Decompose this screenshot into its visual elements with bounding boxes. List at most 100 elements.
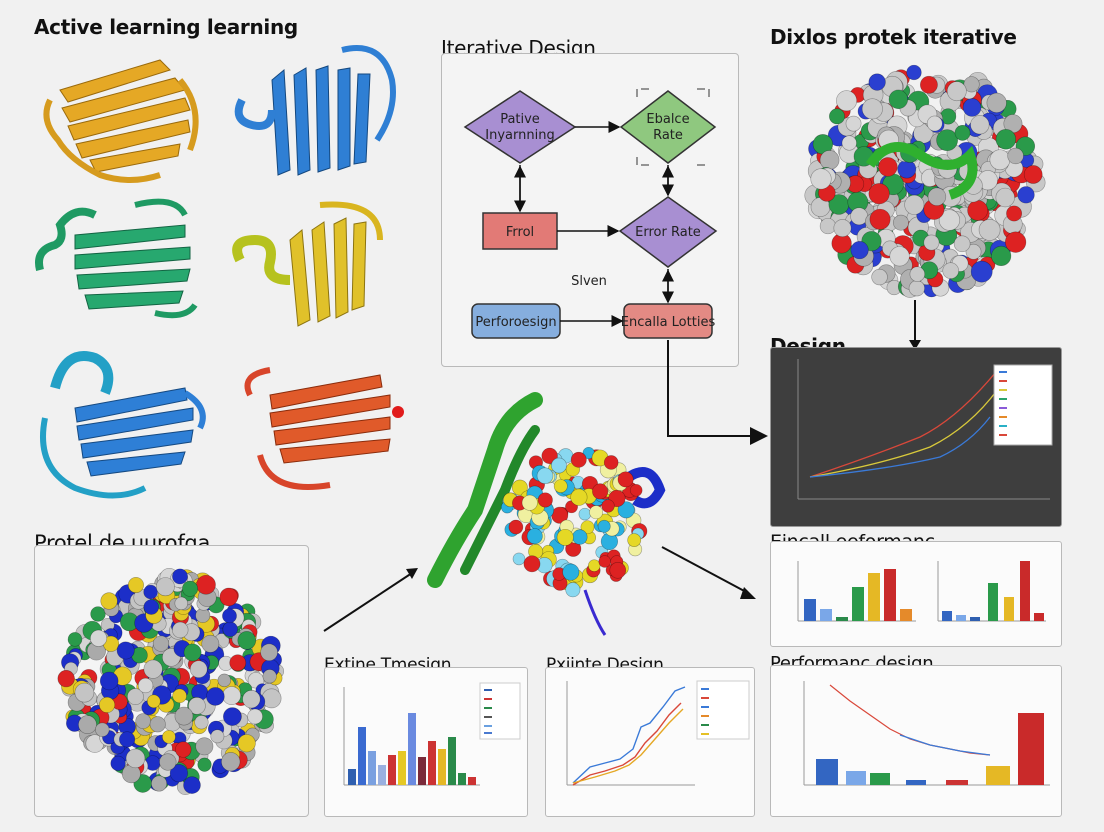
atom-sphere	[541, 447, 558, 465]
bar-mark	[820, 609, 832, 621]
atom-sphere	[221, 752, 241, 772]
flow-label-slven: Slven	[571, 274, 607, 289]
atom-sphere	[172, 568, 188, 585]
atom-sphere	[819, 217, 837, 235]
atom-sphere	[125, 748, 146, 769]
atom-sphere	[183, 776, 201, 794]
atom-sphere	[143, 659, 163, 679]
bar-mark	[378, 765, 386, 785]
helix-ribbon	[865, 142, 978, 200]
atom-sphere	[523, 555, 541, 573]
protein-ribbon-green-icon	[35, 198, 198, 319]
atom-sphere	[182, 580, 199, 597]
atom-sphere	[841, 135, 857, 151]
atom-sphere	[152, 635, 170, 652]
atom-sphere	[197, 757, 212, 772]
protein-ribbon-red-icon	[244, 367, 404, 490]
atom-sphere	[946, 81, 967, 102]
atom-sphere	[627, 533, 642, 547]
atom-sphere	[74, 682, 95, 703]
atom-sphere	[237, 734, 256, 753]
bar-mark	[348, 769, 356, 785]
atom-sphere	[810, 168, 832, 190]
flow-node-encalla-label: Encalla Lotties	[621, 315, 716, 330]
atom-sphere	[183, 643, 202, 662]
protein-ribbon-cyan-icon	[40, 351, 206, 499]
atom-sphere	[889, 246, 910, 267]
flow-node-ebalce	[619, 90, 717, 164]
atom-sphere	[188, 697, 206, 715]
atom-sphere	[201, 634, 220, 653]
atom-sphere	[143, 599, 159, 615]
flow-node-pative-line1: Pative	[500, 112, 540, 127]
atom-sphere	[1023, 165, 1043, 184]
atom-sphere	[963, 76, 980, 93]
bar-mark	[852, 587, 864, 621]
atom-sphere	[536, 467, 554, 484]
atom-sphere	[893, 214, 909, 231]
atom-sphere	[526, 528, 543, 545]
protein-ribbon-blue-icon	[234, 45, 396, 176]
atom-sphere	[970, 115, 990, 135]
atom-sphere	[989, 149, 1011, 171]
protein-ribbon-olive-icon	[232, 201, 383, 327]
atom-sphere	[553, 479, 568, 494]
flow-node-ebalce-line2: Rate	[653, 128, 683, 143]
atom-sphere	[521, 494, 538, 511]
atom-sphere	[162, 730, 176, 744]
flowchart: Pative Inyarnning Ebalce Rate Frrol Erro…	[463, 88, 718, 339]
atom-sphere	[90, 629, 108, 647]
atom-sphere	[57, 670, 75, 688]
bar-mark	[884, 569, 896, 621]
atom-sphere	[598, 555, 611, 568]
bar-mark	[438, 749, 446, 785]
atom-sphere	[247, 708, 263, 725]
atom-sphere	[603, 455, 619, 470]
atom-sphere	[845, 115, 862, 132]
atom-sphere	[175, 741, 192, 758]
atom-sphere	[861, 98, 883, 120]
atom-sphere	[194, 715, 209, 730]
atom-sphere	[116, 641, 135, 660]
flow-node-encalla	[623, 303, 713, 339]
atom-sphere	[565, 582, 581, 598]
protein-ribbon-yellow-icon	[43, 59, 199, 183]
atom-sphere	[511, 479, 528, 496]
atom-sphere	[617, 501, 635, 519]
atom-sphere	[508, 519, 524, 535]
atom-sphere	[819, 150, 840, 170]
arrow-down-icon	[909, 300, 921, 350]
bar-mark	[970, 617, 980, 621]
atom-sphere	[119, 731, 136, 748]
atom-sphere	[223, 707, 242, 726]
atom-sphere	[908, 280, 925, 297]
atom-sphere	[155, 577, 175, 597]
atom-sphere	[127, 577, 144, 594]
flow-node-pative	[463, 90, 577, 164]
atom-sphere	[995, 187, 1015, 208]
atom-sphere	[588, 559, 601, 572]
atom-sphere	[601, 499, 615, 513]
bar-mark	[458, 773, 466, 785]
connector-arrow-icon	[667, 340, 768, 445]
atom-sphere	[986, 92, 1007, 113]
bar-mark	[900, 609, 912, 621]
flow-node-ebalce-line1: Ebalce	[646, 112, 689, 127]
atom-sphere	[580, 520, 595, 535]
atom-sphere	[592, 483, 609, 500]
atom-sphere	[143, 584, 158, 600]
atom-sphere	[869, 208, 891, 230]
dark-line-chart	[797, 359, 1053, 500]
arrow-to-bars-icon	[661, 546, 756, 599]
atom-sphere	[1004, 231, 1027, 253]
bar-mark	[1034, 613, 1044, 621]
label-dixlos: Dixlos protek iterative	[770, 25, 1017, 49]
atom-sphere	[217, 673, 232, 688]
bar-mark	[388, 755, 396, 785]
flow-node-error-rate-label: Error Rate	[635, 225, 701, 240]
atom-sphere	[868, 73, 886, 91]
atom-sphere	[219, 587, 239, 607]
atom-sphere	[242, 690, 261, 709]
atom-sphere	[169, 764, 188, 783]
bar-mark	[408, 713, 416, 785]
